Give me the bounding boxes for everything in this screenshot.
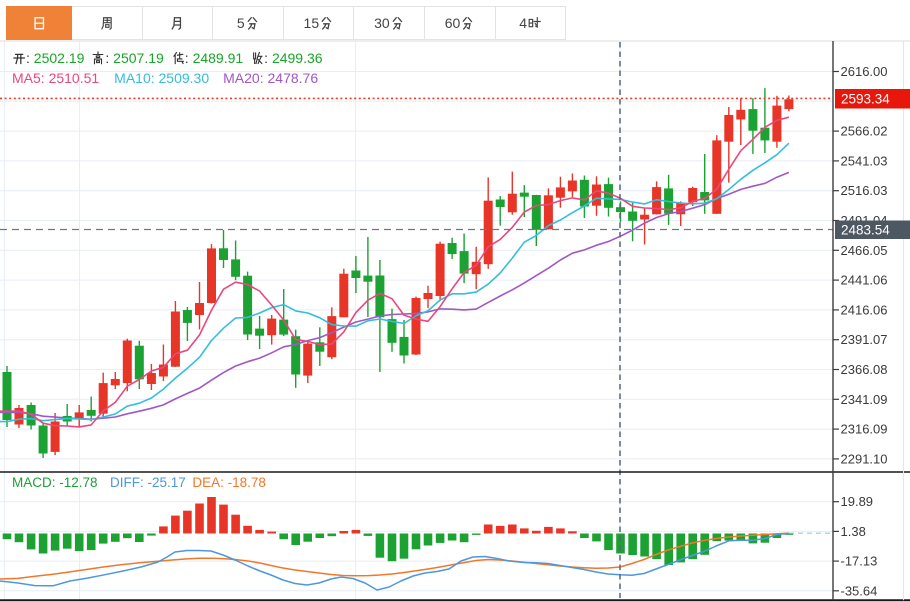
svg-text:-35.64: -35.64 [841, 583, 878, 598]
svg-text:2593.34: 2593.34 [841, 92, 890, 107]
svg-text:1.38: 1.38 [841, 524, 866, 539]
svg-text:2616.00: 2616.00 [841, 64, 888, 79]
svg-text:2316.09: 2316.09 [841, 422, 888, 437]
svg-text:2466.05: 2466.05 [841, 243, 888, 258]
svg-text:-17.13: -17.13 [841, 554, 878, 569]
svg-text:2541.03: 2541.03 [841, 153, 888, 168]
svg-text:2483.54: 2483.54 [841, 223, 890, 238]
svg-text:2341.09: 2341.09 [841, 392, 888, 407]
svg-text:19.89: 19.89 [841, 494, 874, 509]
svg-text:2516.03: 2516.03 [841, 183, 888, 198]
svg-text:2416.06: 2416.06 [841, 302, 888, 317]
svg-text:2366.08: 2366.08 [841, 362, 888, 377]
svg-text:2391.07: 2391.07 [841, 332, 888, 347]
svg-text:2291.10: 2291.10 [841, 451, 888, 466]
svg-text:2566.02: 2566.02 [841, 124, 888, 139]
svg-text:2441.06: 2441.06 [841, 273, 888, 288]
